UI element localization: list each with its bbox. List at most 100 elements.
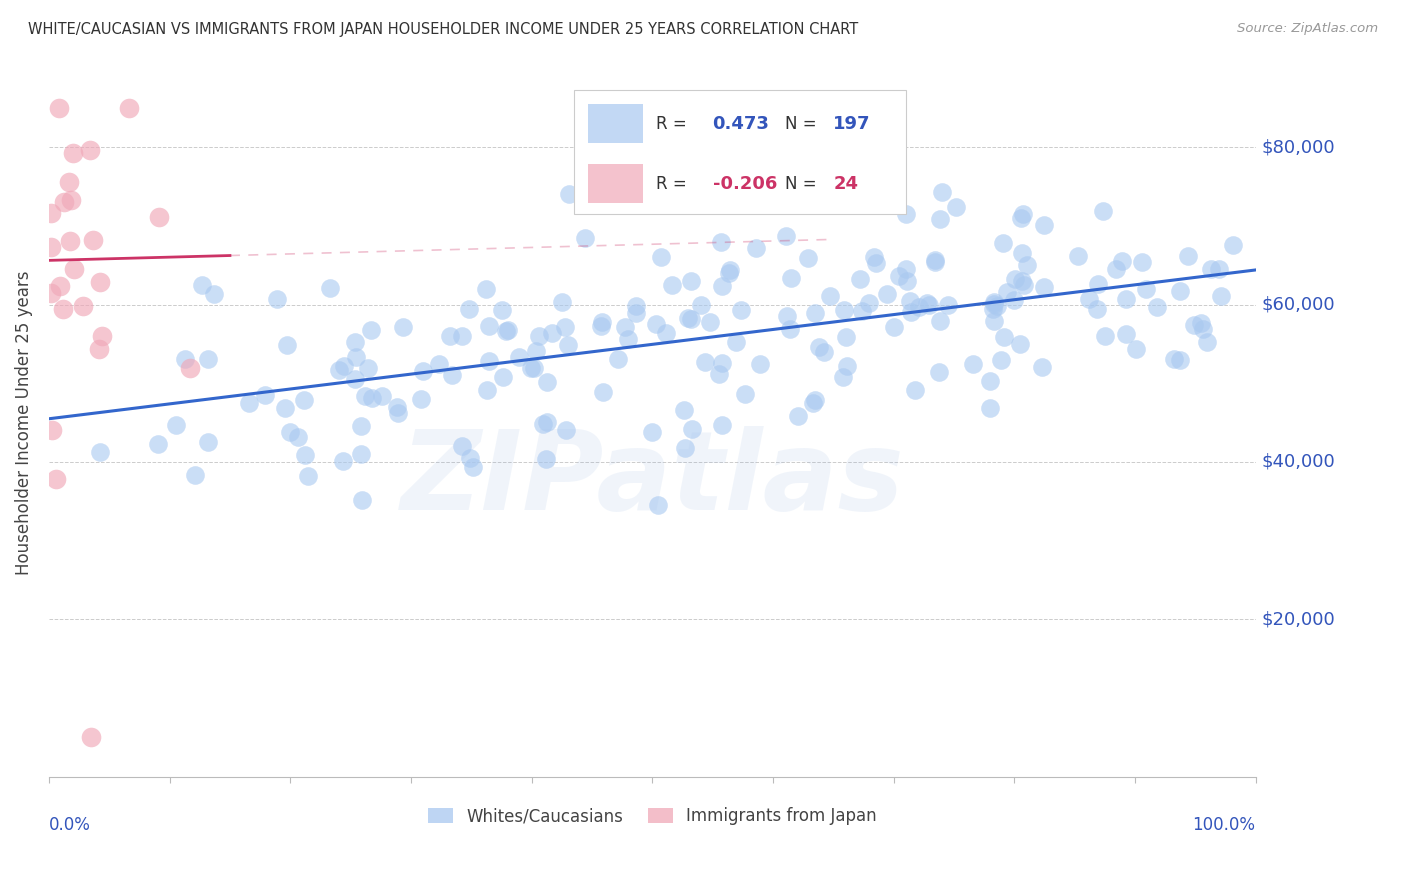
Point: [979, 401, 1001, 415]
Point: [527, 329, 550, 343]
Point: [681, 422, 703, 436]
Point: [48, 278, 70, 293]
Point: [1189, 317, 1212, 331]
Point: [1168, 284, 1191, 298]
Point: [1168, 353, 1191, 368]
Point: [995, 285, 1018, 299]
Point: [1087, 277, 1109, 291]
Point: [898, 293, 921, 308]
Point: [837, 359, 859, 374]
Point: [475, 383, 498, 397]
Point: [350, 447, 373, 461]
Point: [361, 391, 384, 405]
Point: [1092, 203, 1115, 218]
Point: [495, 324, 517, 338]
Point: [1094, 328, 1116, 343]
Point: [1033, 279, 1056, 293]
Point: [536, 415, 558, 429]
Point: [409, 392, 432, 406]
Point: [79, 144, 101, 158]
Text: Source: ZipAtlas.com: Source: ZipAtlas.com: [1237, 22, 1378, 36]
Point: [412, 364, 434, 378]
Point: [278, 425, 301, 440]
Point: [748, 357, 770, 371]
Point: [458, 301, 481, 316]
Point: [1192, 321, 1215, 335]
Point: [350, 418, 373, 433]
Point: [986, 300, 1008, 314]
Point: [983, 296, 1005, 310]
Point: [617, 332, 640, 346]
Point: [197, 351, 219, 366]
Point: [183, 467, 205, 482]
Point: [983, 295, 1005, 310]
Point: [1078, 292, 1101, 306]
Point: [519, 360, 541, 375]
Point: [343, 334, 366, 349]
Point: [707, 367, 730, 381]
Point: [1033, 218, 1056, 232]
Point: [591, 315, 613, 329]
Point: [808, 340, 831, 354]
Point: [641, 425, 664, 439]
Point: [87, 342, 110, 356]
Text: 100.0%: 100.0%: [1192, 815, 1256, 833]
Text: 24: 24: [834, 175, 858, 193]
Point: [72, 299, 94, 313]
Point: [441, 368, 464, 382]
Point: [297, 469, 319, 483]
Text: R =: R =: [655, 115, 686, 133]
Point: [574, 230, 596, 244]
Point: [945, 200, 967, 214]
Point: [328, 363, 350, 377]
Point: [202, 287, 225, 301]
Point: [710, 418, 733, 433]
Text: 0.473: 0.473: [713, 115, 769, 133]
Point: [165, 417, 187, 432]
Point: [990, 352, 1012, 367]
Point: [558, 186, 581, 201]
Text: $80,000: $80,000: [1261, 138, 1336, 156]
Point: [1011, 245, 1033, 260]
Text: N =: N =: [785, 175, 817, 193]
Point: [908, 300, 931, 314]
Point: [531, 417, 554, 432]
Point: [673, 441, 696, 455]
Point: [832, 303, 855, 318]
Point: [1085, 302, 1108, 317]
Point: [89, 275, 111, 289]
Point: [536, 375, 558, 389]
Point: [813, 345, 835, 359]
Point: [1115, 292, 1137, 306]
Point: [332, 454, 354, 468]
Point: [461, 460, 484, 475]
Point: [491, 303, 513, 318]
Point: [983, 301, 1005, 316]
Point: [523, 360, 546, 375]
Point: [276, 338, 298, 352]
Text: R =: R =: [655, 175, 686, 193]
Point: [780, 270, 803, 285]
Point: [478, 319, 501, 334]
FancyBboxPatch shape: [588, 164, 643, 203]
Point: [718, 262, 741, 277]
Text: -0.206: -0.206: [713, 175, 778, 193]
Point: [796, 251, 818, 265]
Point: [693, 354, 716, 368]
Point: [146, 437, 169, 451]
Point: [1011, 274, 1033, 288]
Point: [1012, 206, 1035, 220]
Point: [883, 319, 905, 334]
Point: [1015, 258, 1038, 272]
Point: [1177, 249, 1199, 263]
Text: $20,000: $20,000: [1261, 610, 1336, 628]
Point: [439, 329, 461, 343]
Point: [41, 286, 63, 301]
Point: [931, 186, 953, 200]
Point: [41, 423, 63, 437]
Point: [929, 211, 952, 226]
Point: [858, 296, 880, 310]
Point: [962, 357, 984, 371]
Point: [1031, 360, 1053, 375]
Point: [82, 233, 104, 247]
